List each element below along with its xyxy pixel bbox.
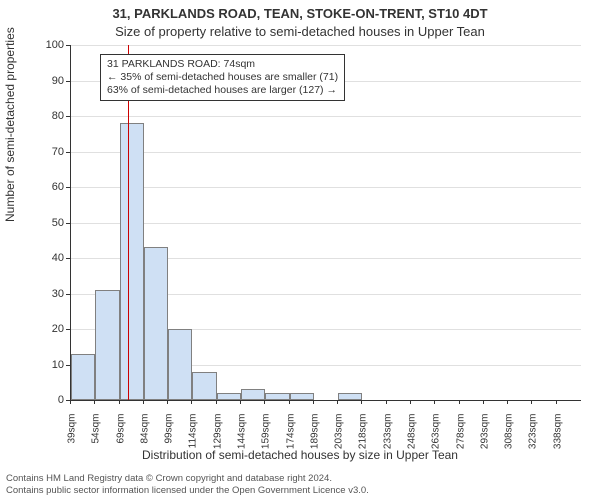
grid-line bbox=[71, 45, 581, 46]
x-tick-mark bbox=[337, 400, 338, 404]
x-tick-mark bbox=[459, 400, 460, 404]
x-tick-label: 293sqm bbox=[479, 414, 490, 464]
x-tick-label: 69sqm bbox=[115, 414, 126, 464]
x-tick-mark bbox=[143, 400, 144, 404]
y-tick-mark bbox=[66, 329, 70, 330]
y-axis-label: Number of semi-detached properties bbox=[3, 27, 17, 222]
histogram-bar bbox=[71, 354, 95, 400]
annotation-line-1: 31 PARKLANDS ROAD: 74sqm bbox=[107, 58, 338, 71]
y-tick-label: 50 bbox=[34, 217, 64, 229]
x-tick-label: 174sqm bbox=[285, 414, 296, 464]
y-tick-mark bbox=[66, 258, 70, 259]
y-tick-mark bbox=[66, 116, 70, 117]
x-tick-label: 248sqm bbox=[407, 414, 418, 464]
grid-line bbox=[71, 116, 581, 117]
y-tick-label: 90 bbox=[34, 75, 64, 87]
x-tick-label: 323sqm bbox=[528, 414, 539, 464]
y-tick-label: 40 bbox=[34, 252, 64, 264]
annotation-box: 31 PARKLANDS ROAD: 74sqm ← 35% of semi-d… bbox=[100, 54, 345, 101]
x-tick-mark bbox=[191, 400, 192, 404]
x-tick-label: 129sqm bbox=[212, 414, 223, 464]
x-tick-label: 189sqm bbox=[309, 414, 320, 464]
grid-line bbox=[71, 223, 581, 224]
x-tick-label: 54sqm bbox=[91, 414, 102, 464]
x-tick-mark bbox=[167, 400, 168, 404]
x-tick-mark bbox=[434, 400, 435, 404]
x-tick-label: 278sqm bbox=[455, 414, 466, 464]
y-tick-label: 0 bbox=[34, 394, 64, 406]
y-tick-mark bbox=[66, 152, 70, 153]
y-tick-label: 30 bbox=[34, 288, 64, 300]
x-tick-mark bbox=[556, 400, 557, 404]
x-tick-label: 99sqm bbox=[164, 414, 175, 464]
y-tick-mark bbox=[66, 187, 70, 188]
chart-container: 31, PARKLANDS ROAD, TEAN, STOKE-ON-TRENT… bbox=[0, 0, 600, 500]
x-tick-mark bbox=[240, 400, 241, 404]
x-tick-mark bbox=[410, 400, 411, 404]
x-tick-mark bbox=[70, 400, 71, 404]
title-line-1: 31, PARKLANDS ROAD, TEAN, STOKE-ON-TRENT… bbox=[0, 6, 600, 21]
x-tick-label: 263sqm bbox=[431, 414, 442, 464]
x-tick-label: 338sqm bbox=[552, 414, 563, 464]
histogram-bar bbox=[290, 393, 314, 400]
x-tick-label: 144sqm bbox=[237, 414, 248, 464]
histogram-bar bbox=[241, 389, 265, 400]
histogram-bar bbox=[265, 393, 289, 400]
y-tick-mark bbox=[66, 294, 70, 295]
histogram-bar bbox=[168, 329, 192, 400]
x-tick-mark bbox=[507, 400, 508, 404]
y-tick-label: 80 bbox=[34, 110, 64, 122]
histogram-bar bbox=[338, 393, 362, 400]
histogram-bar bbox=[217, 393, 241, 400]
y-tick-mark bbox=[66, 223, 70, 224]
y-tick-label: 60 bbox=[34, 181, 64, 193]
x-tick-mark bbox=[386, 400, 387, 404]
x-tick-mark bbox=[264, 400, 265, 404]
x-tick-label: 84sqm bbox=[139, 414, 150, 464]
x-tick-mark bbox=[483, 400, 484, 404]
x-tick-label: 218sqm bbox=[358, 414, 369, 464]
histogram-bar bbox=[120, 123, 144, 400]
y-tick-mark bbox=[66, 365, 70, 366]
x-tick-mark bbox=[313, 400, 314, 404]
grid-line bbox=[71, 152, 581, 153]
x-tick-mark bbox=[119, 400, 120, 404]
y-tick-mark bbox=[66, 45, 70, 46]
y-tick-label: 20 bbox=[34, 323, 64, 335]
y-tick-label: 10 bbox=[34, 359, 64, 371]
title-line-2: Size of property relative to semi-detach… bbox=[0, 24, 600, 39]
histogram-bar bbox=[95, 290, 119, 400]
histogram-bar bbox=[192, 372, 216, 400]
footer-line-2: Contains public sector information licen… bbox=[6, 485, 369, 496]
annotation-line-2: ← 35% of semi-detached houses are smalle… bbox=[107, 71, 338, 84]
footer-line-1: Contains HM Land Registry data © Crown c… bbox=[6, 473, 369, 484]
x-tick-mark bbox=[361, 400, 362, 404]
grid-line bbox=[71, 187, 581, 188]
x-tick-label: 233sqm bbox=[382, 414, 393, 464]
x-tick-mark bbox=[94, 400, 95, 404]
y-tick-label: 70 bbox=[34, 146, 64, 158]
y-tick-label: 100 bbox=[34, 39, 64, 51]
x-tick-mark bbox=[531, 400, 532, 404]
x-tick-mark bbox=[289, 400, 290, 404]
x-tick-label: 114sqm bbox=[188, 414, 199, 464]
y-tick-mark bbox=[66, 81, 70, 82]
x-tick-label: 203sqm bbox=[334, 414, 345, 464]
histogram-bar bbox=[144, 247, 168, 400]
x-tick-label: 308sqm bbox=[504, 414, 515, 464]
x-tick-mark bbox=[216, 400, 217, 404]
footer-attribution: Contains HM Land Registry data © Crown c… bbox=[6, 473, 369, 496]
x-tick-label: 159sqm bbox=[261, 414, 272, 464]
x-tick-label: 39sqm bbox=[67, 414, 78, 464]
annotation-line-3: 63% of semi-detached houses are larger (… bbox=[107, 84, 338, 97]
